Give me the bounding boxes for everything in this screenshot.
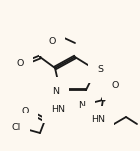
Text: O: O: [21, 106, 29, 116]
Text: N: N: [52, 87, 60, 95]
Text: O: O: [48, 37, 56, 47]
Text: O: O: [111, 82, 119, 90]
Text: HN: HN: [91, 116, 105, 125]
Text: O: O: [16, 58, 24, 67]
Text: S: S: [97, 64, 103, 74]
Text: Cl: Cl: [11, 122, 21, 132]
Text: HN: HN: [51, 104, 65, 114]
Text: N: N: [79, 101, 86, 109]
